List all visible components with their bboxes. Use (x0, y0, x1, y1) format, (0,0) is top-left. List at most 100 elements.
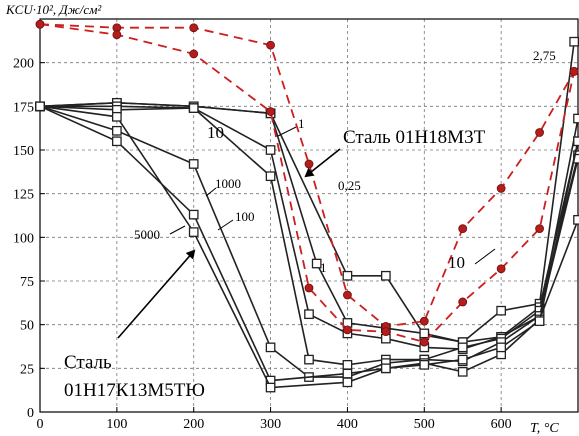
data-point (419, 337, 429, 347)
annotation-5000-leader (169, 225, 186, 235)
data-point (419, 359, 430, 370)
annotation-1-top-leader (277, 126, 297, 137)
y-tick-label: 100 (13, 231, 34, 246)
y-tick-label: 25 (20, 362, 34, 377)
y-ticks: 0 25 50 75 100 125 150 175 200 (13, 57, 45, 421)
data-point (381, 270, 391, 281)
data-point (419, 316, 429, 326)
series-8 (35, 101, 579, 393)
data-point (381, 327, 391, 337)
series-2 (35, 36, 579, 347)
data-point (458, 297, 468, 307)
data-point (458, 224, 468, 234)
y-tick-label: 200 (13, 57, 34, 72)
data-point (496, 305, 506, 316)
data-point (496, 264, 506, 274)
data-point (534, 316, 545, 327)
data-point (342, 377, 353, 388)
data-point (112, 136, 122, 147)
arrow-steel-1 (304, 148, 341, 178)
x-axis-label: T, °C (530, 421, 559, 436)
series-line (39, 105, 579, 366)
data-point (311, 258, 322, 269)
annotation-steel-2-line1: Сталь (64, 352, 112, 373)
annotation-1-mid: 1 (320, 260, 327, 275)
data-point (188, 103, 199, 113)
annotation-1000-leader (205, 187, 217, 197)
data-point (265, 382, 276, 393)
x-ticks: 0 100 200 300 400 500 600 (37, 407, 579, 432)
data-point (342, 270, 353, 281)
data-point (265, 145, 276, 155)
data-point (535, 128, 544, 137)
annotation-100-leader (217, 219, 234, 231)
data-point (188, 227, 199, 237)
y-tick-label: 150 (13, 144, 34, 159)
data-point (342, 359, 353, 370)
annotation-025: 0,25 (338, 178, 361, 193)
series-1 (35, 19, 579, 347)
data-point (189, 23, 199, 33)
data-point (342, 368, 353, 379)
data-point (35, 101, 45, 112)
series-line (39, 105, 579, 378)
data-point (569, 36, 579, 47)
data-point (188, 159, 199, 169)
y-tick-label: 125 (13, 188, 34, 203)
data-point (304, 159, 314, 169)
y-tick-label: 0 (27, 406, 34, 421)
annotations: 10 1 Сталь 01Н18М3Т 0,25 1000 100 5000 1… (64, 48, 556, 401)
annotation-steel-1: Сталь 01Н18М3Т (343, 127, 486, 148)
series-0 (35, 19, 579, 331)
series-line (39, 23, 576, 344)
data-point (381, 363, 391, 374)
data-point (304, 309, 314, 320)
data-point (496, 342, 506, 353)
x-tick-label: 0 (37, 417, 44, 432)
annotation-10-top: 10 (207, 123, 224, 142)
data-point (343, 325, 352, 335)
x-tick-label: 600 (491, 417, 512, 432)
data-point (419, 328, 430, 339)
y-tick-label: 50 (20, 319, 34, 334)
data-point (189, 49, 199, 59)
data-point (265, 171, 276, 182)
annotation-steel-2-line2: 01Н17К13М5ТЮ (64, 380, 205, 401)
annotation-10-right: 10 (448, 253, 465, 272)
annotation-1-top: 1 (298, 116, 305, 131)
data-point (112, 30, 122, 40)
x-tick-label: 500 (414, 417, 435, 432)
data-point (569, 67, 579, 76)
data-point (343, 290, 352, 300)
data-point (304, 283, 314, 293)
data-point (112, 125, 122, 136)
data-point (457, 354, 468, 365)
annotation-100: 100 (235, 209, 255, 224)
annotation-2-75: 2,75 (533, 48, 556, 63)
x-tick-label: 300 (260, 417, 281, 432)
data-point (457, 342, 468, 353)
x-tick-label: 200 (183, 417, 204, 432)
series-line (39, 41, 575, 343)
series-line (39, 23, 575, 328)
data-point (573, 113, 579, 124)
data-point (496, 184, 506, 193)
data-point (304, 354, 314, 365)
y-tick-label: 175 (13, 100, 34, 115)
data-point (573, 136, 579, 147)
x-tick-label: 400 (337, 417, 358, 432)
annotation-1000: 1000 (215, 176, 241, 191)
annotation-10-right-leader (474, 248, 496, 265)
data-point (535, 224, 544, 234)
arrow-steel-2 (117, 249, 196, 339)
data-point (266, 107, 275, 116)
annotation-5000: 5000 (134, 227, 160, 242)
y-axis-label: KCU·10², Дж/см² (5, 2, 102, 17)
data-point (112, 111, 122, 122)
data-point (188, 209, 199, 220)
data-point (457, 366, 468, 377)
series-group (35, 19, 579, 393)
x-tick-label: 100 (106, 417, 127, 432)
data-point (35, 19, 45, 29)
